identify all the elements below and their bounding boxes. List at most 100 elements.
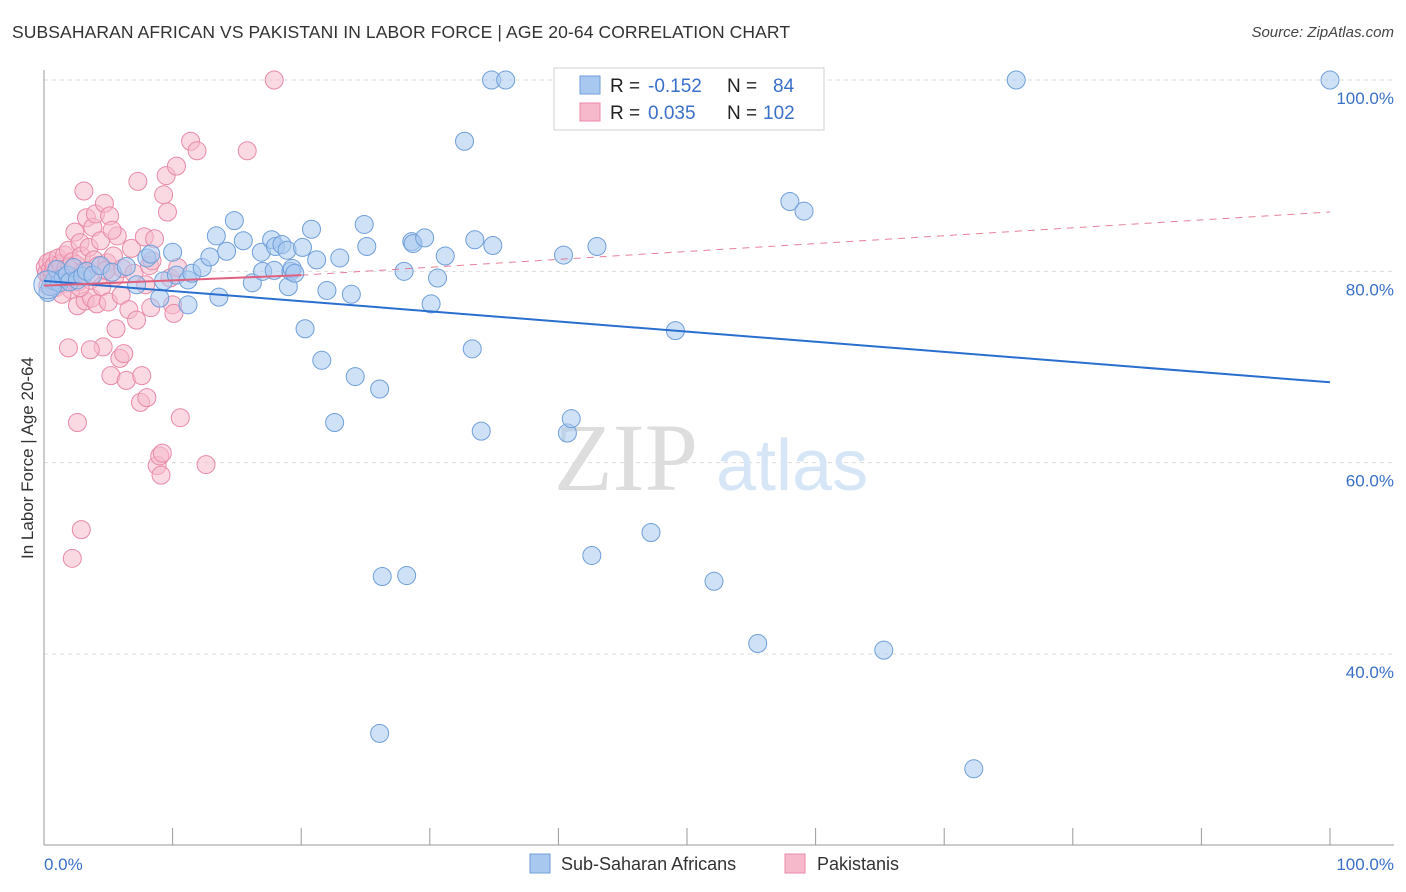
sub-saharan-point-75 — [554, 245, 574, 265]
pakistanis-point-91 — [237, 141, 257, 161]
sub-saharan-point-87 — [874, 640, 894, 660]
sub-saharan-point-49 — [312, 350, 332, 370]
pakistanis-point-67 — [132, 366, 152, 386]
pakistanis-point-101 — [102, 220, 122, 240]
chart-title: SUBSAHARAN AFRICAN VS PAKISTANI IN LABOR… — [12, 22, 791, 42]
sub-saharan-point-50 — [317, 280, 337, 300]
sub-saharan-point-90 — [1320, 70, 1340, 90]
sub-saharan-point-88 — [964, 759, 984, 779]
sub-saharan-point-84 — [748, 633, 768, 653]
pakistanis-point-90 — [196, 455, 216, 475]
sub-saharan-point-85 — [780, 191, 800, 211]
pakistanis-point-87 — [170, 408, 190, 428]
pakistanis-point-81 — [157, 202, 177, 222]
pakistanis-point-85 — [166, 156, 186, 176]
correlation-legend: R = -0.152 N = 84 R = 0.035 N = 102 — [553, 67, 825, 131]
pakistanis-trend-extension — [301, 211, 1331, 276]
source-label: Source: ZipAtlas.com — [1251, 24, 1394, 41]
pakistanis-point-93 — [67, 412, 87, 432]
sub-saharan-point-69 — [462, 339, 482, 359]
sub-saharan-point-60 — [394, 261, 414, 281]
sub-saharan-point-59 — [372, 567, 392, 587]
sub-saharan-point-30 — [217, 241, 237, 261]
y-tick-label-3: 40.0% — [1346, 663, 1394, 682]
sub-saharan-point-32 — [233, 231, 253, 251]
legend-n-label-1: N = — [727, 76, 757, 97]
sub-saharan-point-55 — [354, 214, 374, 234]
sub-saharan-point-86 — [794, 201, 814, 221]
grid — [44, 79, 1394, 655]
pakistanis-point-78 — [152, 443, 172, 463]
sub-saharan-trend-line — [43, 279, 1331, 384]
sub-saharan-point-52 — [330, 248, 350, 268]
pakistanis-point-92 — [264, 70, 284, 90]
pakistanis-point-79 — [154, 185, 174, 205]
sub-saharan-point-47 — [301, 219, 321, 239]
x-tick-labels: 0.0% 100.0% — [44, 855, 1394, 874]
pakistanis-point-32 — [74, 181, 94, 201]
sub-saharan-point-72 — [483, 236, 503, 256]
watermark: ZIP atlas — [554, 404, 868, 511]
legend-swatch-pakistanis — [784, 853, 806, 874]
x-tick-min: 0.0% — [44, 855, 83, 874]
sub-saharan-point-89 — [1006, 70, 1026, 90]
legend-r-label-2: R = — [610, 103, 640, 124]
pakistanis-point-70 — [137, 388, 157, 408]
y-tick-label-2: 60.0% — [1346, 472, 1394, 491]
legend-n-value-1: 84 — [773, 76, 795, 97]
sub-saharan-point-31 — [224, 211, 244, 231]
pakistanis-point-77 — [151, 465, 171, 485]
sub-saharan-point-56 — [357, 236, 377, 256]
series-legend: Sub-Saharan Africans Pakistanis — [529, 853, 899, 874]
pakistanis-point-65 — [128, 171, 148, 191]
sub-saharan-point-18 — [141, 244, 161, 264]
y-tick-labels: 100.0% 80.0% 60.0% 40.0% — [1336, 89, 1394, 682]
sub-saharan-point-21 — [163, 242, 183, 262]
pakistanis-point-64 — [127, 310, 147, 330]
sub-saharan-point-48 — [307, 250, 327, 270]
sub-saharan-point-74 — [496, 70, 516, 90]
sub-saharan-point-45 — [292, 237, 312, 257]
sub-saharan-point-71 — [471, 421, 491, 441]
pakistanis-point-54 — [106, 319, 126, 339]
sub-saharan-point-78 — [582, 545, 602, 565]
legend-swatch-sub-saharan — [529, 853, 551, 874]
y-tick-label-0: 100.0% — [1336, 89, 1394, 108]
sub-saharan-point-83 — [704, 571, 724, 591]
legend-label-pakistanis: Pakistanis — [817, 854, 899, 874]
y-tick-label-1: 80.0% — [1346, 280, 1394, 299]
sub-saharan-point-44 — [285, 263, 305, 283]
watermark-atlas: atlas — [716, 426, 868, 506]
sub-saharan-point-25 — [178, 295, 198, 315]
sub-saharan-point-20 — [150, 288, 170, 308]
legend-r-label-1: R = — [610, 76, 640, 97]
sub-saharan-point-27 — [200, 247, 220, 267]
pakistanis-point-59 — [114, 344, 134, 364]
pakistanis-point-89 — [187, 141, 207, 161]
sub-saharan-point-16 — [127, 275, 147, 295]
sub-saharan-point-79 — [587, 236, 607, 256]
legend-swatch-pink — [579, 102, 601, 122]
pakistanis-point-99 — [80, 340, 100, 360]
pakistanis-point-84 — [164, 303, 184, 323]
sub-saharan-point-46 — [295, 319, 315, 339]
sub-saharan-point-53 — [341, 284, 361, 304]
legend-r-value-1: -0.152 — [648, 76, 702, 97]
sub-saharan-point-15 — [116, 257, 136, 277]
legend-r-value-2: 0.035 — [648, 103, 696, 124]
sub-saharan-point-40 — [277, 240, 297, 260]
sub-saharan-point-58 — [370, 723, 390, 743]
sub-saharan-point-67 — [435, 246, 455, 266]
sub-saharan-point-28 — [206, 226, 226, 246]
sub-saharan-point-29 — [209, 287, 229, 307]
sub-saharan-point-51 — [325, 412, 345, 432]
legend-n-label-2: N = — [727, 103, 757, 124]
pakistanis-points — [35, 70, 284, 568]
sub-saharan-point-65 — [421, 294, 441, 314]
trend-lines — [43, 211, 1331, 384]
sub-saharan-point-70 — [465, 230, 485, 250]
sub-saharan-point-81 — [641, 523, 661, 543]
legend-n-value-2: 102 — [763, 103, 795, 124]
pakistanis-trend-line — [43, 274, 302, 287]
